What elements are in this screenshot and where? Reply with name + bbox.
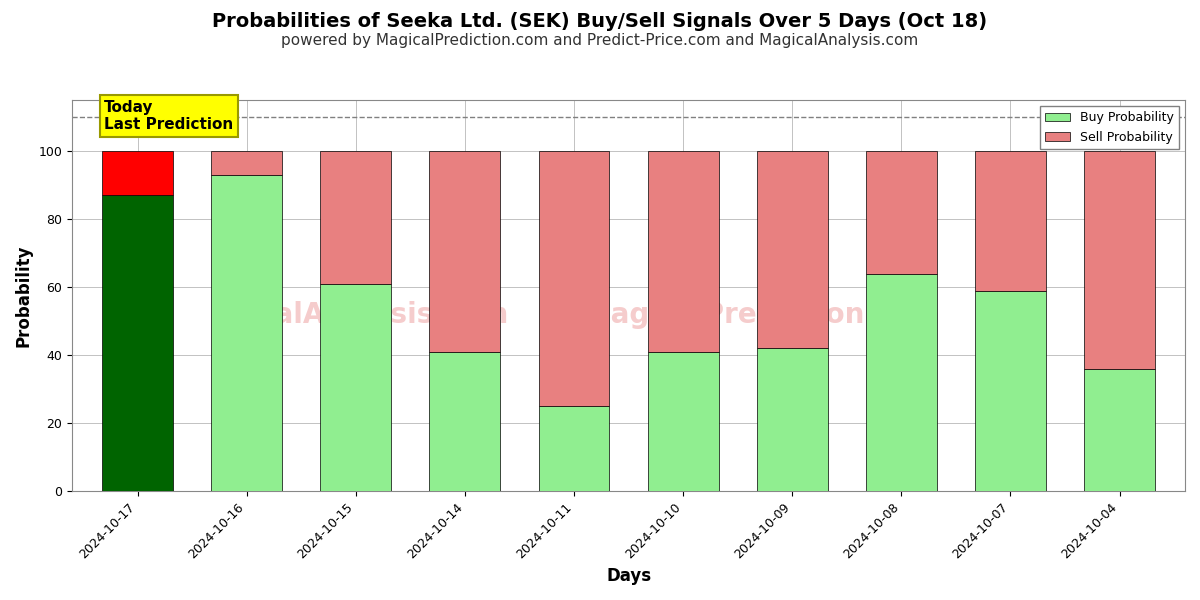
Bar: [211, 151, 282, 175]
Bar: [320, 284, 391, 491]
X-axis label: Days: Days: [606, 567, 652, 585]
Bar: [866, 274, 937, 491]
Bar: [211, 175, 282, 491]
Bar: [648, 352, 719, 491]
Text: powered by MagicalPrediction.com and Predict-Price.com and MagicalAnalysis.com: powered by MagicalPrediction.com and Pre…: [281, 33, 919, 48]
Bar: [102, 195, 173, 491]
Bar: [539, 406, 610, 491]
Bar: [974, 290, 1046, 491]
Text: Today
Last Prediction: Today Last Prediction: [104, 100, 234, 133]
Y-axis label: Probability: Probability: [16, 244, 34, 347]
Legend: Buy Probability, Sell Probability: Buy Probability, Sell Probability: [1040, 106, 1178, 149]
Text: Probabilities of Seeka Ltd. (SEK) Buy/Sell Signals Over 5 Days (Oct 18): Probabilities of Seeka Ltd. (SEK) Buy/Se…: [212, 12, 988, 31]
Bar: [102, 151, 173, 195]
Bar: [430, 352, 500, 491]
Text: MagicalPrediction.com: MagicalPrediction.com: [584, 301, 941, 329]
Bar: [757, 349, 828, 491]
Bar: [1084, 151, 1154, 369]
Bar: [320, 151, 391, 284]
Bar: [866, 151, 937, 274]
Bar: [974, 151, 1046, 290]
Bar: [757, 151, 828, 349]
Bar: [1084, 369, 1154, 491]
Bar: [430, 151, 500, 352]
Bar: [648, 151, 719, 352]
Bar: [539, 151, 610, 406]
Text: calAnalysis.com: calAnalysis.com: [258, 301, 509, 329]
